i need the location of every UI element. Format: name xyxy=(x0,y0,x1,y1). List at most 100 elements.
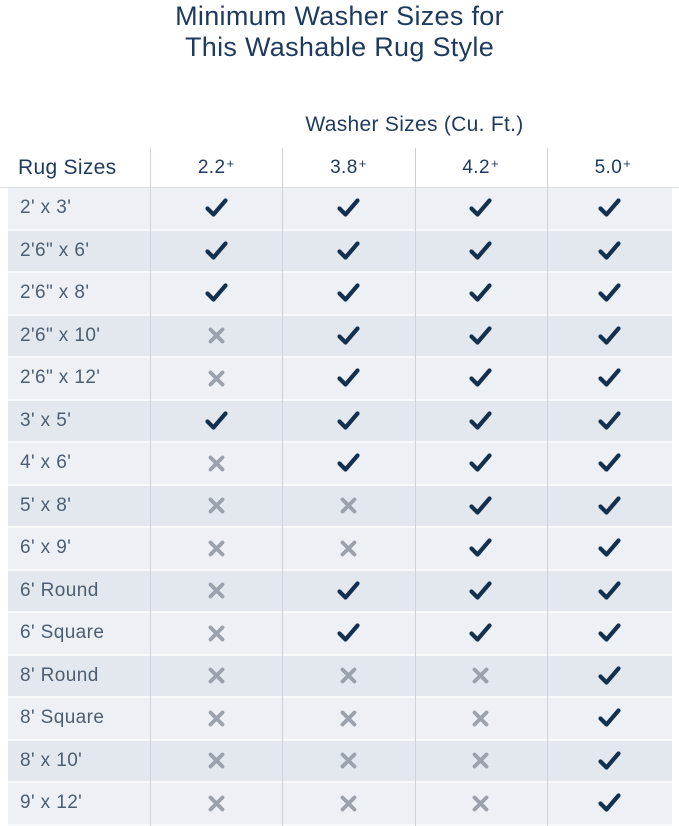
fits-cell xyxy=(547,401,672,442)
fits-cell xyxy=(282,273,414,314)
check-icon xyxy=(469,453,492,472)
rug-size-label: 2'6" x 6' xyxy=(20,239,90,261)
no-fit-cell xyxy=(415,656,547,697)
washer-size-column-header: 5.0 + xyxy=(594,156,632,178)
check-icon xyxy=(337,581,360,600)
rug-size-label: 9' x 12' xyxy=(20,792,83,814)
check-icon xyxy=(337,283,360,302)
table-row: 8' Round xyxy=(8,655,672,699)
fits-cell xyxy=(282,358,414,399)
check-icon xyxy=(598,368,621,387)
check-icon xyxy=(598,453,621,472)
x-icon xyxy=(472,668,489,684)
rug-size-label: 8' Square xyxy=(20,707,105,729)
fits-cell xyxy=(547,698,672,739)
check-icon xyxy=(598,326,621,345)
x-icon xyxy=(340,668,357,684)
check-icon xyxy=(469,368,492,387)
fits-cell xyxy=(282,188,414,229)
fits-cell xyxy=(282,316,414,357)
no-fit-cell xyxy=(282,698,414,739)
check-icon xyxy=(598,411,621,430)
check-icon xyxy=(598,198,621,217)
fits-cell xyxy=(282,613,414,654)
table-row: 2'6" x 6' xyxy=(8,230,672,274)
fits-cell xyxy=(415,571,547,612)
table-row: 2'6" x 12' xyxy=(8,358,672,401)
column-divider xyxy=(282,148,284,826)
table-row: 8' x 10' xyxy=(8,740,672,784)
rug-size-label: 5' x 8' xyxy=(20,494,72,516)
no-fit-cell xyxy=(150,613,282,654)
no-fit-cell xyxy=(282,486,414,527)
rug-size-label: 8' x 10' xyxy=(20,749,83,771)
check-icon xyxy=(469,283,492,302)
fits-cell xyxy=(415,358,547,399)
table-row: 6' x 9' xyxy=(8,528,672,571)
fits-cell xyxy=(547,273,672,314)
fits-cell xyxy=(547,783,672,824)
check-icon xyxy=(469,241,492,260)
no-fit-cell xyxy=(415,741,547,782)
check-icon xyxy=(598,538,621,557)
table-row: 2' x 3' xyxy=(8,188,672,231)
fits-cell xyxy=(547,358,672,399)
fits-cell xyxy=(415,231,547,272)
rug-size-label: 2'6" x 10' xyxy=(20,324,101,346)
fits-cell xyxy=(415,273,547,314)
check-icon xyxy=(469,538,492,557)
fits-cell xyxy=(150,188,282,229)
fits-cell xyxy=(547,188,672,229)
fits-cell xyxy=(547,613,672,654)
no-fit-cell xyxy=(150,698,282,739)
check-icon xyxy=(469,623,492,643)
rug-table-body: 2' x 3' 2'6" x 6' 2'6" x 8' 2'6" x 10' 2'6" … xyxy=(0,188,679,826)
rug-size-label: 2'6" x 12' xyxy=(20,367,101,389)
no-fit-cell xyxy=(282,783,414,824)
x-icon xyxy=(340,753,357,769)
check-icon xyxy=(598,793,621,813)
no-fit-cell xyxy=(282,528,414,569)
no-fit-cell xyxy=(150,783,282,824)
fits-cell xyxy=(150,231,282,272)
x-icon xyxy=(340,497,357,514)
fits-cell xyxy=(415,316,547,357)
check-icon xyxy=(337,411,360,430)
check-icon xyxy=(598,666,621,685)
table-header-row: Rug Sizes 2.2 + 3.8 + 4.2 + 5.0 + xyxy=(0,148,679,188)
column-divider xyxy=(150,148,151,826)
page-title-line1: Minimum Washer Sizes for xyxy=(175,1,504,31)
x-icon xyxy=(208,795,225,812)
check-icon xyxy=(337,241,360,260)
check-icon xyxy=(469,581,492,600)
check-icon xyxy=(469,496,492,515)
fits-cell xyxy=(415,443,547,484)
table-row: 4' x 6' xyxy=(8,443,672,486)
check-icon xyxy=(337,623,360,643)
check-icon xyxy=(598,283,621,302)
check-icon xyxy=(469,326,492,345)
x-icon xyxy=(208,455,225,472)
washer-size-column-header: 3.8 + xyxy=(330,156,367,178)
no-fit-cell xyxy=(150,656,282,697)
check-icon xyxy=(205,411,228,430)
x-icon xyxy=(208,540,225,557)
check-icon xyxy=(598,623,621,643)
fits-cell xyxy=(547,656,672,697)
fits-cell xyxy=(282,571,414,612)
fits-cell xyxy=(547,486,672,527)
no-fit-cell xyxy=(150,571,282,612)
x-icon xyxy=(208,327,225,344)
check-icon xyxy=(337,198,360,217)
fits-cell xyxy=(415,486,547,527)
washer-size-column-header: 2.2 + xyxy=(197,156,235,178)
fits-cell xyxy=(415,188,547,229)
fits-cell xyxy=(150,273,282,314)
column-divider xyxy=(546,148,548,826)
check-icon xyxy=(469,411,492,430)
x-icon xyxy=(208,497,225,514)
no-fit-cell xyxy=(282,741,414,782)
no-fit-cell xyxy=(150,443,282,484)
x-icon xyxy=(208,625,225,642)
rug-sizes-column-header: Rug Sizes xyxy=(18,155,117,179)
